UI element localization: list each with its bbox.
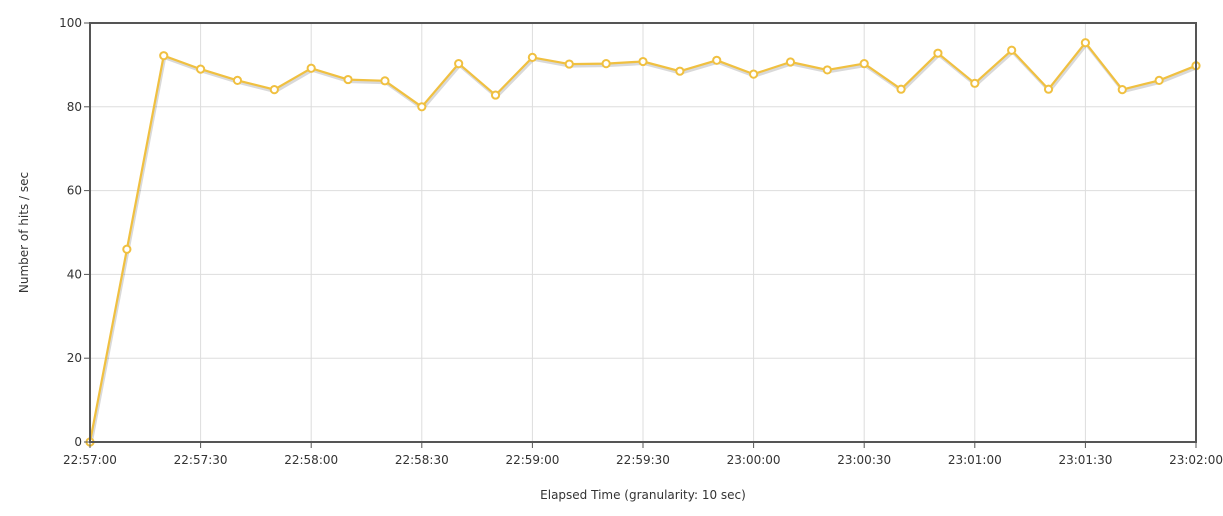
data-point[interactable] — [343, 74, 353, 85]
y-tick-label: 20 — [67, 351, 82, 365]
data-point[interactable] — [417, 102, 427, 112]
data-point[interactable] — [490, 90, 501, 100]
data-point[interactable] — [675, 66, 685, 76]
data-point[interactable] — [1117, 85, 1127, 95]
y-axis-label: Number of hits / sec — [17, 172, 31, 293]
data-point[interactable] — [933, 48, 943, 58]
data-point[interactable] — [822, 65, 832, 75]
x-tick-label: 22:58:00 — [284, 453, 338, 467]
y-tick-label: 0 — [74, 435, 82, 449]
series-layer — [85, 38, 1201, 447]
data-point[interactable] — [527, 52, 538, 62]
x-tick-label: 23:00:00 — [727, 453, 781, 467]
y-tick-label: 60 — [67, 184, 82, 198]
data-point[interactable] — [749, 69, 759, 79]
y-tick-label: 80 — [67, 100, 82, 114]
x-tick-label: 23:02:00 — [1169, 453, 1223, 467]
x-tick-label: 23:01:00 — [948, 453, 1002, 467]
x-tick-label: 23:00:30 — [837, 453, 891, 467]
x-axis-label: Elapsed Time (granularity: 10 sec) — [540, 488, 746, 502]
data-point[interactable] — [159, 51, 169, 61]
data-point[interactable] — [785, 57, 796, 67]
y-tick-label: 40 — [67, 267, 82, 281]
data-point[interactable] — [896, 84, 906, 94]
grid-lines — [90, 23, 1196, 442]
data-point[interactable] — [1154, 75, 1164, 86]
data-point[interactable] — [306, 63, 316, 73]
data-point[interactable] — [380, 76, 390, 86]
x-tick-label: 23:01:30 — [1058, 453, 1112, 467]
data-point[interactable] — [564, 59, 574, 69]
x-tick-label: 22:59:30 — [616, 453, 670, 467]
data-point[interactable] — [196, 64, 206, 74]
data-point[interactable] — [638, 56, 648, 67]
data-point[interactable] — [601, 59, 611, 69]
x-tick-label: 22:57:30 — [174, 453, 228, 467]
data-point[interactable] — [1080, 38, 1091, 48]
data-point[interactable] — [269, 85, 279, 95]
data-point[interactable] — [1043, 84, 1054, 94]
data-point[interactable] — [454, 59, 464, 69]
x-tick-label: 22:58:30 — [395, 453, 449, 467]
data-point[interactable] — [970, 78, 980, 88]
data-point[interactable] — [232, 75, 243, 86]
data-point[interactable] — [712, 55, 722, 65]
data-point[interactable] — [859, 59, 869, 69]
axes: 0 20 40 60 80 100 22:57:00 22:57:30 22:58:00 22:5… — [59, 16, 1223, 467]
data-point[interactable] — [1007, 45, 1017, 55]
x-tick-label: 22:59:00 — [505, 453, 559, 467]
x-tick-label: 22:57:00 — [63, 453, 117, 467]
data-point[interactable] — [122, 244, 132, 254]
series-line-shadow — [89, 42, 1198, 445]
y-tick-label: 100 — [59, 16, 82, 30]
